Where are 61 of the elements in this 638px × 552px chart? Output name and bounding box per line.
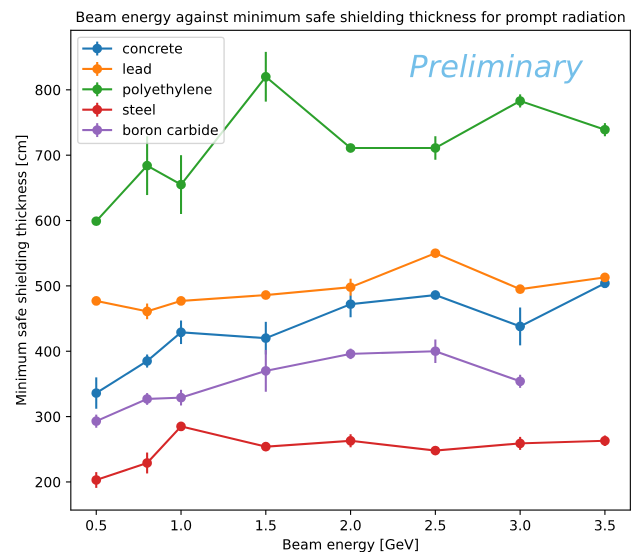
legend-label: steel — [122, 104, 155, 115]
point — [515, 322, 525, 332]
point — [515, 438, 525, 448]
point — [176, 422, 186, 432]
point — [142, 306, 152, 316]
point — [346, 143, 356, 153]
point — [176, 392, 186, 403]
point — [430, 248, 440, 258]
point — [430, 290, 440, 300]
y-tick-label: 700 — [36, 150, 60, 161]
x-tick-label: 3.0 — [510, 520, 530, 531]
x-tick-label: 2.0 — [340, 520, 361, 531]
point — [515, 284, 525, 294]
y-tick-label: 200 — [36, 476, 60, 488]
point — [346, 436, 356, 446]
y-tick-label: 800 — [36, 84, 60, 96]
point — [600, 436, 610, 446]
point — [346, 348, 356, 359]
y-axis-title: Minimum safe shielding thickness [cm] — [16, 136, 30, 405]
annotation: Preliminary — [410, 54, 584, 84]
x-tick-label: 2.5 — [425, 520, 446, 531]
point — [260, 366, 271, 376]
point — [515, 96, 525, 106]
point — [176, 327, 186, 338]
x-tick-label: 0.5 — [86, 520, 106, 531]
point — [91, 475, 102, 485]
legend-label: boron carbide — [123, 124, 218, 136]
point — [142, 160, 152, 170]
point — [176, 296, 186, 306]
point — [91, 216, 102, 226]
x-tick-label: 1.5 — [256, 520, 276, 531]
x-tick-label: 1.0 — [172, 520, 192, 531]
y-tick-label: 600 — [36, 216, 60, 226]
point — [515, 376, 525, 386]
legend-label: lead — [124, 63, 151, 74]
point — [600, 272, 610, 282]
point — [176, 180, 186, 190]
point — [430, 446, 440, 456]
point — [142, 458, 152, 468]
x-tick-label: 3.5 — [594, 520, 615, 531]
y-tick-label: 400 — [35, 346, 60, 357]
point — [91, 296, 102, 306]
point — [430, 346, 440, 356]
y-tick-label: 300 — [36, 412, 60, 422]
y-tick-label: 500 — [36, 280, 60, 292]
point — [430, 143, 440, 153]
point — [91, 388, 102, 398]
point — [142, 394, 152, 404]
point — [600, 124, 610, 135]
point — [260, 72, 271, 82]
legend-label: polyethylene — [123, 84, 212, 98]
point — [346, 282, 356, 292]
point — [260, 333, 271, 344]
chart-title: Beam energy against minimum safe shielding thickness for prompt radiation — [76, 11, 625, 25]
point — [260, 442, 271, 452]
point — [346, 299, 356, 310]
point — [91, 416, 102, 426]
point — [142, 356, 152, 366]
x-axis-title: Beam energy [GeV] — [283, 538, 418, 552]
point — [260, 290, 271, 300]
legend-label: concrete — [122, 44, 182, 54]
